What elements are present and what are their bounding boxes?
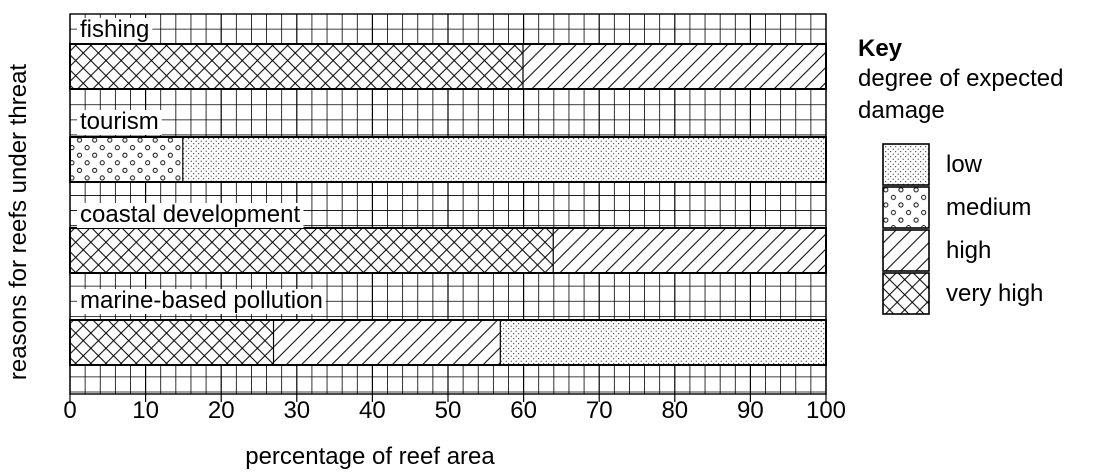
- legend-item-high: high: [882, 229, 1094, 272]
- bar-outline: [69, 227, 827, 274]
- legend-swatch-dots: [882, 143, 930, 186]
- x-axis-ticks: 0 10 20 30 40 50 60 70 80 90 100: [63, 394, 846, 424]
- legend-item-low: low: [882, 143, 1094, 186]
- x-tick-label: 30: [283, 397, 310, 424]
- legend-swatch-crosshatch: [882, 272, 930, 315]
- bar-outline: [69, 43, 827, 90]
- bar-segment-coastal-development-high: [553, 228, 826, 273]
- x-tick-label: 50: [435, 397, 462, 424]
- category-label: coastal development: [80, 201, 300, 228]
- legend-label: medium: [946, 194, 1032, 221]
- bar-outline: [69, 136, 827, 183]
- category-label: fishing: [80, 16, 149, 43]
- legend-subtitle: degree of expected damage: [858, 65, 1064, 124]
- legend: Key degree of expected damage low medium h…: [858, 34, 1094, 315]
- bar-segment-coastal-development-very-high: [70, 228, 554, 273]
- x-tick-label: 0: [63, 397, 76, 424]
- bar-segment-tourism-low: [183, 137, 826, 182]
- bar-segment-marine-based-pollution-very-high: [70, 320, 275, 365]
- legend-items: low medium high very high: [882, 143, 1094, 315]
- x-tick-label: 100: [806, 397, 846, 424]
- bar-segment-fishing-very-high: [70, 44, 524, 89]
- legend-swatch-circles: [882, 186, 930, 229]
- legend-label: very high: [946, 280, 1044, 307]
- x-tick-label: 70: [586, 397, 613, 424]
- legend-label: high: [946, 237, 992, 264]
- chart-bars: [69, 43, 827, 366]
- legend-item-medium: medium: [882, 186, 1094, 229]
- legend-title: Key: [858, 35, 903, 62]
- x-tick-label: 80: [661, 397, 688, 424]
- legend-swatch-diagonal: [882, 229, 930, 272]
- x-tick-label: 20: [208, 397, 235, 424]
- x-tick-label: 90: [737, 397, 764, 424]
- x-tick-label: 40: [359, 397, 386, 424]
- category-labels: fishing tourism coastal development marine-…: [77, 16, 326, 314]
- stacked-bar-chart: fishing tourism coastal development marine-…: [5, 13, 846, 470]
- category-label: tourism: [80, 108, 159, 135]
- bar-segment-tourism-medium: [70, 137, 184, 182]
- x-axis-label: percentage of reef area: [245, 443, 495, 470]
- bar-segment-marine-based-pollution-low: [500, 320, 826, 365]
- legend-item-very-high: very high: [882, 272, 1094, 315]
- bar-segment-fishing-high: [523, 44, 826, 89]
- category-label: marine-based pollution: [80, 287, 323, 314]
- x-tick-label: 10: [132, 397, 159, 424]
- bar-outline: [69, 319, 827, 366]
- x-tick-label: 60: [510, 397, 537, 424]
- bar-segment-marine-based-pollution-high: [274, 320, 501, 365]
- legend-label: low: [946, 151, 983, 178]
- y-axis-label: reasons for reefs under threat: [5, 64, 32, 381]
